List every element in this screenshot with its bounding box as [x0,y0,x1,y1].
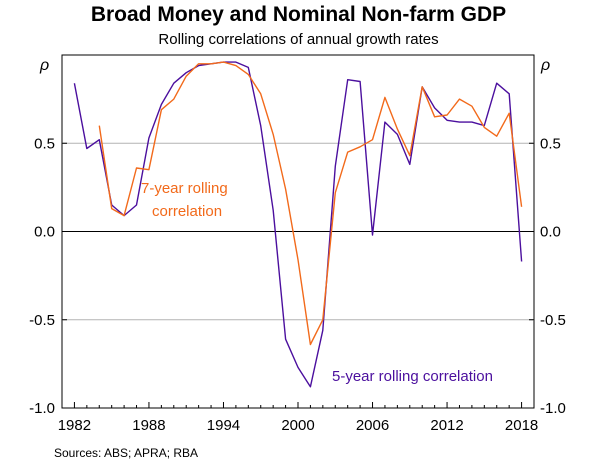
x-tick-label: 2018 [505,417,538,434]
x-tick-label: 2012 [430,417,463,434]
x-tick-label: 1988 [132,417,165,434]
x-tick-label: 1994 [207,417,240,434]
annotation-7yr-line1: 7-year rolling [141,180,228,197]
series-line-5-year [73,61,523,388]
x-tick-label: 2000 [281,417,314,434]
y-tick-label-right: 0.0 [540,224,561,241]
annotation-5yr: 5-year rolling correlation [332,368,493,385]
annotation-7yr-line2: correlation [152,203,222,220]
chart-source: Sources: ABS; APRA; RBA [54,446,199,460]
y-tick-label-right: -1.0 [540,400,566,417]
y-axis-label-left: ρ [39,57,49,74]
x-tick-label: 1982 [58,417,91,434]
y-tick-label-right: 0.5 [540,135,561,152]
chart-title: Broad Money and Nominal Non-farm GDP [90,3,507,26]
series-line-7-year [98,61,523,346]
y-axis: -1.0 -1.0 -0.5 -0.5 0.0 0.0 0.5 0.5 [29,135,566,417]
y-tick-label-left: -1.0 [29,400,55,417]
x-tick-label: 2006 [356,417,389,434]
gridlines [62,142,534,321]
y-tick-label-left: -0.5 [29,312,55,329]
y-axis-label-right: ρ [540,57,550,74]
y-tick-label-left: 0.0 [34,224,55,241]
x-axis: 1982 1988 1994 2000 2006 2012 2018 [58,402,538,434]
chart-subtitle: Rolling correlations of annual growth ra… [158,31,439,48]
y-tick-label-right: -0.5 [540,312,566,329]
y-tick-label-left: 0.5 [34,135,55,152]
series-lines [73,61,523,388]
